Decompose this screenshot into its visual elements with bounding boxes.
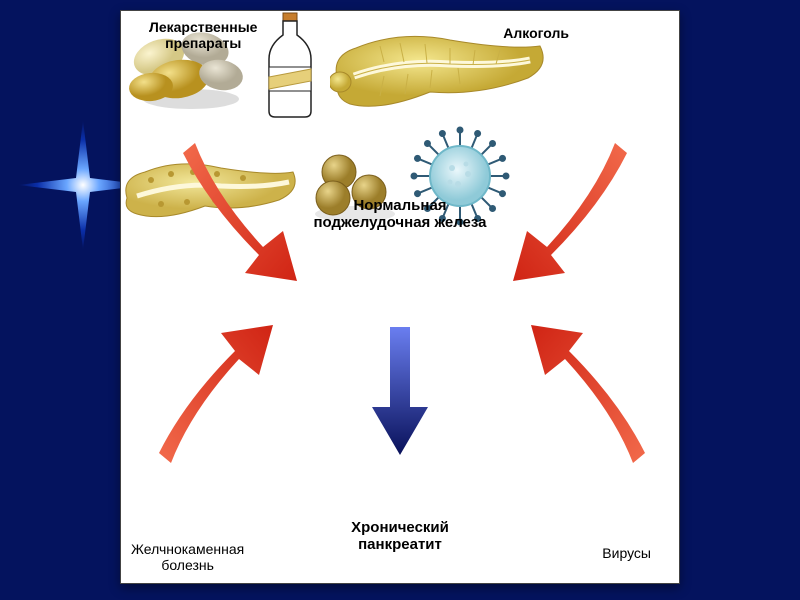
normal-l2: поджелудочная железа xyxy=(313,214,486,231)
arrow-drugs-to-pancreas xyxy=(175,135,325,285)
chronic-l1: Хронический xyxy=(351,519,449,536)
drugs-label: Лекарственные препараты xyxy=(149,19,257,51)
drugs-label-l1: Лекарственные xyxy=(149,19,257,35)
alcohol-label-text: Алкоголь xyxy=(503,25,569,41)
arrow-stones-to-pancreas xyxy=(151,311,301,471)
gallstone-l1: Желчнокаменная xyxy=(131,541,244,557)
gallstone-label: Желчнокаменная болезнь xyxy=(131,541,244,573)
chronic-l2: панкреатит xyxy=(358,536,442,553)
diagram-card: Лекарственные препараты Алкоголь Нормаль… xyxy=(120,10,680,584)
normal-l1: Нормальная xyxy=(353,197,446,214)
slide-background: Лекарственные препараты Алкоголь Нормаль… xyxy=(0,0,800,600)
virus-label-text: Вирусы xyxy=(602,545,651,561)
arrow-normal-to-chronic xyxy=(370,327,430,457)
arrow-virus-to-pancreas xyxy=(503,311,653,471)
gallstone-l2: болезнь xyxy=(161,557,214,573)
arrow-alcohol-to-pancreas xyxy=(485,135,635,285)
alcohol-label: Алкоголь xyxy=(503,25,569,41)
bottle-icon xyxy=(255,11,325,121)
drugs-label-l2: препараты xyxy=(165,35,241,51)
virus-label: Вирусы xyxy=(602,545,651,561)
